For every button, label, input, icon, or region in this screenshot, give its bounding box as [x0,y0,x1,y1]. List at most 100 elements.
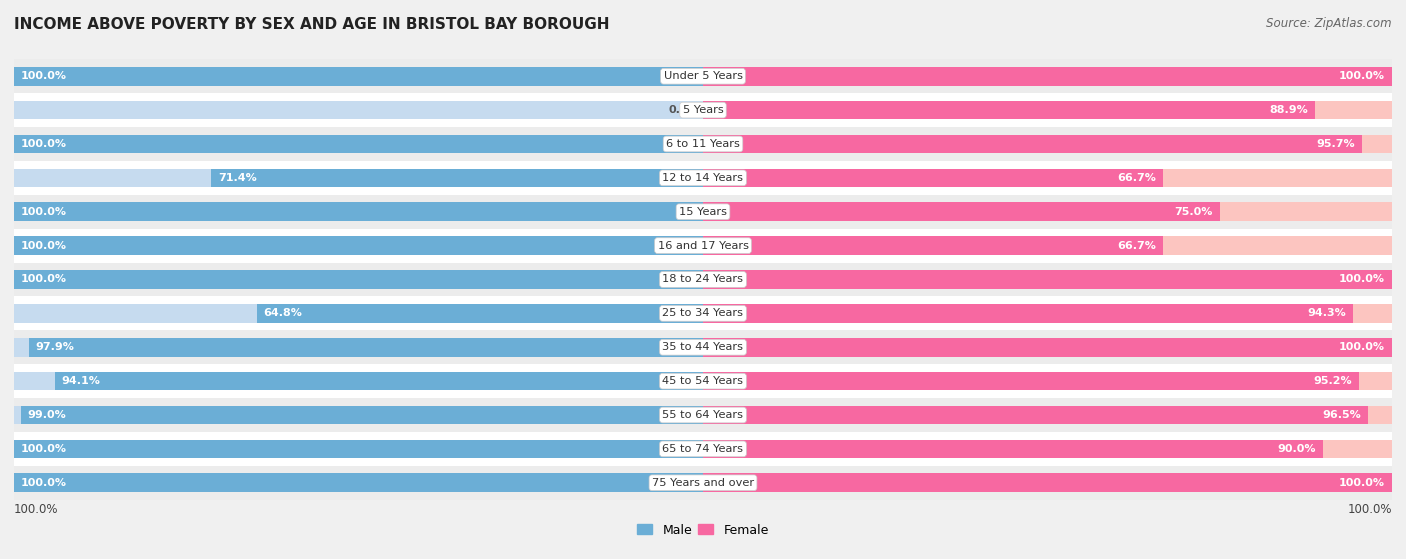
Bar [703,135,1362,153]
Bar [14,439,703,458]
Text: INCOME ABOVE POVERTY BY SEX AND AGE IN BRISTOL BAY BOROUGH: INCOME ABOVE POVERTY BY SEX AND AGE IN B… [14,17,610,32]
Bar [14,127,1392,161]
Bar [703,304,1353,323]
Text: 35 to 44 Years: 35 to 44 Years [662,342,744,352]
Text: 75 Years and over: 75 Years and over [652,478,754,488]
Bar [703,101,1392,120]
Text: 100.0%: 100.0% [21,274,67,285]
Bar [703,372,1358,390]
Text: 95.2%: 95.2% [1313,376,1353,386]
Bar [703,439,1392,458]
Text: 6 to 11 Years: 6 to 11 Years [666,139,740,149]
Bar [14,439,703,458]
Text: 94.3%: 94.3% [1308,309,1346,319]
Bar [14,330,1392,364]
Text: 45 to 54 Years: 45 to 54 Years [662,376,744,386]
Text: 64.8%: 64.8% [263,309,302,319]
Bar [703,202,1392,221]
Bar [55,372,703,390]
Text: 90.0%: 90.0% [1278,444,1316,454]
Bar [14,263,1392,296]
Text: 88.9%: 88.9% [1270,105,1309,115]
Text: 16 and 17 Years: 16 and 17 Years [658,240,748,250]
Bar [14,236,703,255]
Bar [703,67,1392,86]
Text: 100.0%: 100.0% [21,207,67,217]
Bar [703,406,1368,424]
Text: 100.0%: 100.0% [21,240,67,250]
Bar [703,236,1392,255]
Text: 18 to 24 Years: 18 to 24 Years [662,274,744,285]
Bar [703,338,1392,357]
Bar [14,270,703,289]
Text: Under 5 Years: Under 5 Years [664,71,742,81]
Bar [14,169,703,187]
Bar [14,466,1392,500]
Text: 25 to 34 Years: 25 to 34 Years [662,309,744,319]
Bar [28,338,703,357]
Text: 97.9%: 97.9% [35,342,75,352]
Text: 100.0%: 100.0% [1339,274,1385,285]
Bar [14,135,703,153]
Text: 100.0%: 100.0% [21,478,67,488]
Bar [703,135,1392,153]
Text: 100.0%: 100.0% [1339,71,1385,81]
Text: 66.7%: 66.7% [1116,240,1156,250]
Text: 100.0%: 100.0% [1339,478,1385,488]
Bar [14,229,1392,263]
Bar [703,101,1316,120]
Text: 100.0%: 100.0% [14,503,59,516]
Bar [14,432,1392,466]
Bar [703,304,1392,323]
Bar [703,473,1392,492]
Bar [14,59,1392,93]
Legend: Male, Female: Male, Female [633,519,773,542]
Bar [256,304,703,323]
Bar [14,93,1392,127]
Text: 100.0%: 100.0% [21,444,67,454]
Text: 99.0%: 99.0% [28,410,66,420]
Bar [703,169,1392,187]
Bar [703,473,1392,492]
Text: 15 Years: 15 Years [679,207,727,217]
Text: 100.0%: 100.0% [21,71,67,81]
Bar [14,270,703,289]
Text: 100.0%: 100.0% [1339,342,1385,352]
Text: 96.5%: 96.5% [1322,410,1361,420]
Bar [703,169,1163,187]
Text: 75.0%: 75.0% [1174,207,1213,217]
Text: 66.7%: 66.7% [1116,173,1156,183]
Bar [703,270,1392,289]
Text: 0.0%: 0.0% [669,105,700,115]
Bar [14,67,703,86]
Bar [14,473,703,492]
Bar [14,135,703,153]
Bar [703,236,1163,255]
Bar [14,202,703,221]
Text: 100.0%: 100.0% [21,139,67,149]
Bar [14,195,1392,229]
Bar [14,236,703,255]
Text: 12 to 14 Years: 12 to 14 Years [662,173,744,183]
Bar [14,364,1392,398]
Text: 95.7%: 95.7% [1317,139,1355,149]
Bar [21,406,703,424]
Bar [14,296,1392,330]
Bar [14,101,703,120]
Bar [14,67,703,86]
Bar [703,202,1219,221]
Bar [14,372,703,390]
Text: 65 to 74 Years: 65 to 74 Years [662,444,744,454]
Bar [703,67,1392,86]
Bar [14,202,703,221]
Bar [14,304,703,323]
Text: 100.0%: 100.0% [1347,503,1392,516]
Text: 71.4%: 71.4% [218,173,257,183]
Text: 5 Years: 5 Years [683,105,723,115]
Bar [14,473,703,492]
Bar [703,406,1392,424]
Bar [703,270,1392,289]
Bar [211,169,703,187]
Bar [14,161,1392,195]
Bar [14,338,703,357]
